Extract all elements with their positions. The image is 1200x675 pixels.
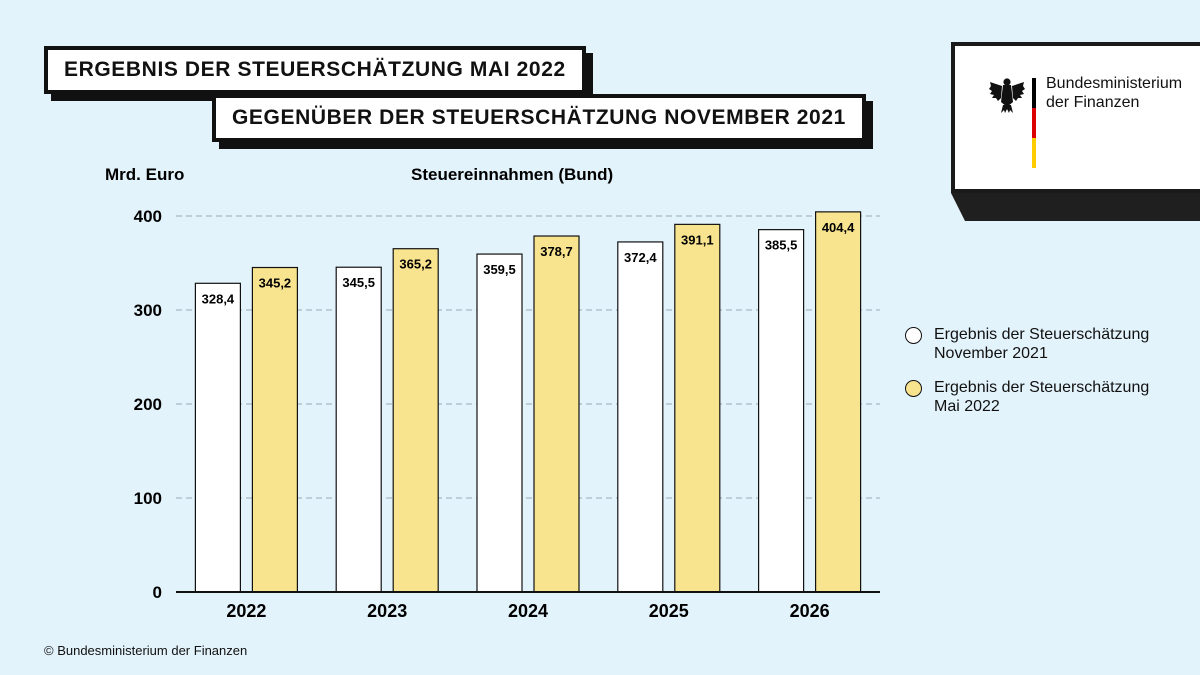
y-axis-label: Mrd. Euro <box>105 165 184 184</box>
legend-item-mai: Ergebnis der Steuerschätzung Mai 2022 <box>905 378 1169 416</box>
bar-value-label: 378,7 <box>540 244 573 259</box>
legend-label-mai: Ergebnis der Steuerschätzung Mai 2022 <box>934 379 1150 415</box>
bar-mai-2025 <box>674 223 721 593</box>
bar-mai-2023 <box>392 248 439 593</box>
y-tick-label: 300 <box>134 301 162 320</box>
bar-value-label: 345,5 <box>342 275 375 290</box>
bar-november-2026 <box>757 229 805 593</box>
legend-label-november: Ergebnis der Steuerschätzung November 20… <box>934 326 1150 362</box>
x-tick-label: 2023 <box>367 601 407 621</box>
y-tick-label: 0 <box>153 583 162 602</box>
flag-red <box>1032 108 1036 138</box>
federal-eagle-icon <box>989 78 1025 113</box>
ministry-name-line2: der Finanzen <box>1046 94 1140 111</box>
bar-november-2023 <box>335 266 382 593</box>
bar-november-2024 <box>476 253 523 593</box>
bar-value-label: 391,1 <box>681 232 714 247</box>
legend: Ergebnis der Steuerschätzung November 20… <box>905 325 1169 431</box>
x-tick-label: 2022 <box>226 601 266 621</box>
bar-mai-2024 <box>533 235 580 593</box>
y-tick-label: 100 <box>134 489 162 508</box>
legend-swatch-mai <box>905 380 922 397</box>
y-tick-label: 400 <box>134 207 162 226</box>
bar-mai-2022 <box>251 266 298 593</box>
bar-value-label: 365,2 <box>399 257 432 272</box>
logo-shadow <box>951 193 1200 221</box>
bar-november-2025 <box>617 241 664 593</box>
copyright: © Bundesministerium der Finanzen <box>44 643 248 658</box>
bar-mai-2026 <box>814 211 862 593</box>
x-tick-label: 2026 <box>790 601 830 621</box>
x-tick-label: 2025 <box>649 601 689 621</box>
bar-value-label: 385,5 <box>765 238 798 253</box>
bar-value-label: 345,2 <box>259 276 292 291</box>
ministry-logo: Bundesministerium der Finanzen <box>951 42 1200 193</box>
y-tick-label: 200 <box>134 395 162 414</box>
bar-value-label: 328,4 <box>202 291 235 306</box>
bar-value-label: 404,4 <box>822 220 855 235</box>
x-tick-label: 2024 <box>508 601 548 621</box>
ministry-name: Bundesministerium der Finanzen <box>1046 74 1182 112</box>
bar-value-label: 359,5 <box>483 262 516 277</box>
bar-value-label: 372,4 <box>624 250 657 265</box>
flag-black <box>1032 78 1036 108</box>
title-line-2: GEGENÜBER DER STEUERSCHÄTZUNG NOVEMBER 2… <box>212 94 866 142</box>
ministry-name-line1: Bundesministerium <box>1046 75 1183 92</box>
flag-gold <box>1032 138 1036 168</box>
title-line-1: ERGEBNIS DER STEUERSCHÄTZUNG MAI 2022 <box>44 46 586 94</box>
chart-title: Steuereinnahmen (Bund) <box>411 165 613 184</box>
legend-swatch-november <box>905 327 922 344</box>
flag-stripe <box>1032 78 1036 168</box>
legend-item-november: Ergebnis der Steuerschätzung November 20… <box>905 325 1169 363</box>
bar-november-2022 <box>194 282 241 593</box>
